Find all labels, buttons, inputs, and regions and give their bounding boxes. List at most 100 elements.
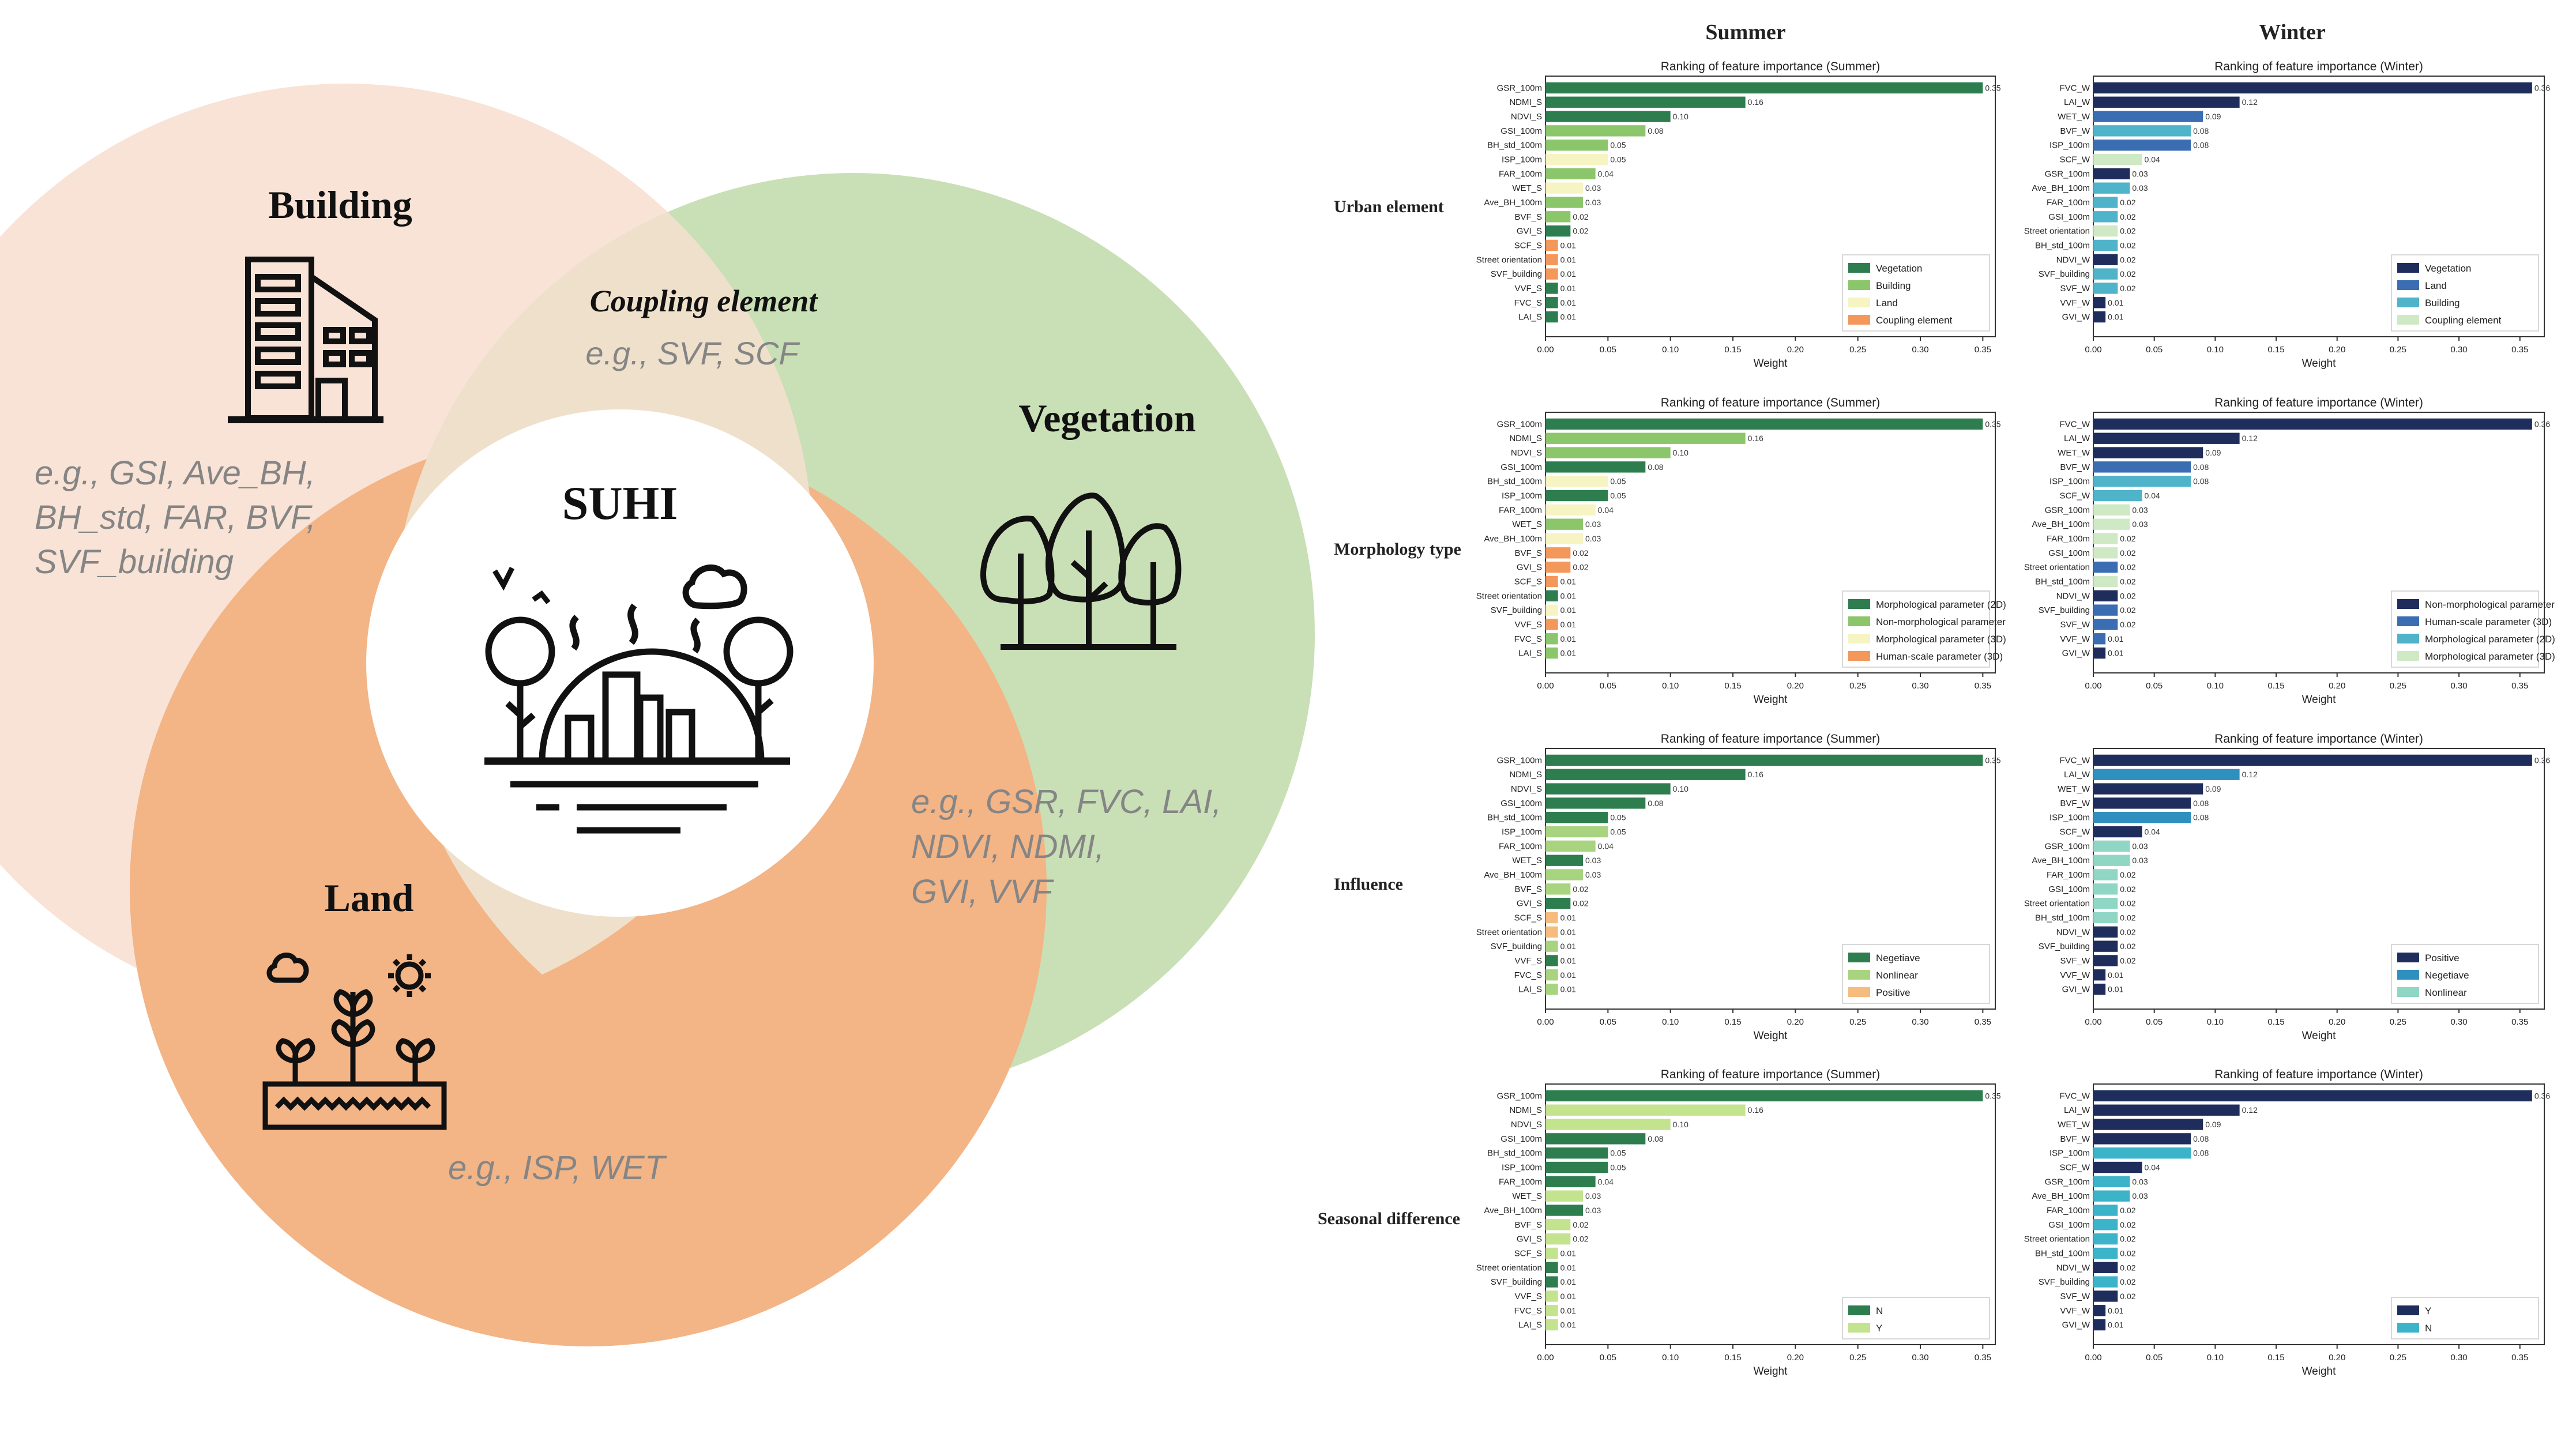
value-label: 0.09 xyxy=(2205,112,2221,121)
x-tick-label: 0.05 xyxy=(2146,1017,2163,1027)
category-label: NDMI_S xyxy=(1509,1105,1542,1115)
value-label: 0.01 xyxy=(1560,255,1576,264)
legend-swatch xyxy=(2397,970,2419,980)
bar-WET_S xyxy=(1545,1190,1583,1202)
x-tick-label: 0.10 xyxy=(2207,1353,2224,1363)
category-label: SVF_building xyxy=(1491,1277,1542,1287)
bar-WET_S xyxy=(1545,518,1583,530)
bar-Ave_BH_100m xyxy=(1545,533,1583,544)
category-label: BVF_S xyxy=(1514,885,1542,894)
legend-entry: Coupling element xyxy=(2425,315,2502,326)
value-label: 0.02 xyxy=(1573,1235,1588,1244)
value-label: 0.12 xyxy=(2242,1105,2258,1115)
value-label: 0.35 xyxy=(1985,83,2000,92)
value-label: 0.02 xyxy=(2120,255,2135,264)
x-tick-label: 0.30 xyxy=(1912,1017,1928,1027)
category-label: SCF_S xyxy=(1514,577,1542,586)
plants-icon xyxy=(262,953,447,1130)
value-label: 0.03 xyxy=(1585,870,1601,879)
bar-NDVI_S xyxy=(1545,111,1671,122)
bar-GVI_W xyxy=(2093,647,2106,659)
value-label: 0.36 xyxy=(2534,755,2550,765)
bar-Street orientation xyxy=(1545,1262,1558,1273)
bar-FVC_W xyxy=(2093,418,2532,430)
value-label: 0.05 xyxy=(1610,1149,1626,1158)
bar-BVF_S xyxy=(1545,211,1571,223)
category-label: Street orientation xyxy=(1476,1263,1542,1273)
x-tick-label: 0.15 xyxy=(1724,345,1741,355)
x-tick-label: 0.10 xyxy=(1662,345,1679,355)
legend-swatch xyxy=(1848,953,1870,962)
category-label: VVF_W xyxy=(2060,634,2090,644)
category-label: WET_S xyxy=(1512,1191,1542,1201)
category-label: BVF_W xyxy=(2060,799,2090,808)
x-tick-label: 0.00 xyxy=(1537,1353,1554,1363)
chart-summer-4: Ranking of feature importance (Summer) GS… xyxy=(1476,732,2001,1042)
value-label: 0.01 xyxy=(1560,298,1576,307)
legend-swatch xyxy=(1848,970,1870,980)
legend-swatch xyxy=(2397,987,2419,997)
category-label: VVF_W xyxy=(2060,1306,2090,1316)
bar-NDVI_W xyxy=(2093,590,2118,601)
bar-BH_std_100m xyxy=(2093,912,2118,924)
category-label: GVI_S xyxy=(1517,899,1542,909)
bar-GVI_S xyxy=(1545,1233,1571,1245)
land-title: Land xyxy=(325,876,414,920)
value-label: 0.08 xyxy=(2193,477,2209,486)
category-label: GSR_100m xyxy=(1497,419,1542,429)
category-label: Street orientation xyxy=(2024,1235,2090,1244)
category-label: Street orientation xyxy=(2024,899,2090,909)
value-label: 0.01 xyxy=(1560,985,1576,994)
bar-Street orientation xyxy=(1545,254,1558,265)
value-label: 0.16 xyxy=(1748,770,1763,779)
category-label: BVF_W xyxy=(2060,126,2090,136)
vegetation-examples-1: e.g., GSR, FVC, LAI, xyxy=(911,783,1221,821)
legend-entry: Morphological parameter (2D) xyxy=(1876,599,2006,610)
value-label: 0.01 xyxy=(1560,1320,1576,1330)
legend-swatch xyxy=(1848,263,1870,273)
x-tick-label: 0.00 xyxy=(2085,1017,2101,1027)
value-label: 0.01 xyxy=(1560,956,1576,965)
x-tick-label: 0.35 xyxy=(2511,1017,2528,1027)
bar-Street orientation xyxy=(2093,225,2118,237)
value-label: 0.16 xyxy=(1748,1105,1763,1115)
bar-BVF_S xyxy=(1545,883,1571,895)
chart-title: Ranking of feature importance (Summer) xyxy=(1661,1068,1881,1081)
x-tick-label: 0.30 xyxy=(1912,345,1928,355)
chart-title: Ranking of feature importance (Summer) xyxy=(1661,60,1881,73)
value-label: 0.03 xyxy=(2132,1191,2148,1201)
value-label: 0.01 xyxy=(1560,634,1576,644)
bar-WET_W xyxy=(2093,1119,2203,1130)
category-label: Street orientation xyxy=(1476,927,1542,937)
category-label: GSI_100m xyxy=(2048,212,2090,222)
venn-diagram: Building Vegetation Land Coupling elemen… xyxy=(0,84,1315,1346)
legend-swatch xyxy=(1848,1305,1870,1315)
legend-entry: Nonlinear xyxy=(1876,970,1918,981)
category-label: GSI_100m xyxy=(2048,1220,2090,1230)
category-label: WET_W xyxy=(2058,112,2090,122)
bar-BH_std_100m xyxy=(1545,812,1608,823)
bar-NDMI_S xyxy=(1545,1104,1746,1116)
bar-NDVI_W xyxy=(2093,926,2118,938)
value-label: 0.05 xyxy=(1610,827,1626,837)
bar-NDVI_S xyxy=(1545,1119,1671,1130)
category-label: BVF_S xyxy=(1514,548,1542,558)
bar-LAI_W xyxy=(2093,769,2240,780)
category-label: SVF_W xyxy=(2060,284,2090,293)
category-label: BVF_W xyxy=(2060,462,2090,472)
bar-FAR_100m xyxy=(2093,869,2118,880)
bar-GVI_S xyxy=(1545,561,1571,573)
bar-WET_S xyxy=(1545,855,1583,866)
value-label: 0.02 xyxy=(2120,620,2135,629)
bar-GSR_100m xyxy=(2093,840,2130,852)
bar-NDVI_S xyxy=(1545,783,1671,795)
category-label: Ave_BH_100m xyxy=(1484,198,1542,208)
bar-SVF_W xyxy=(2093,1290,2118,1302)
category-label: GVI_W xyxy=(2062,649,2090,658)
value-label: 0.04 xyxy=(1598,169,1614,178)
x-tick-label: 0.30 xyxy=(2450,345,2467,355)
x-axis-label: Weight xyxy=(2302,358,2337,370)
value-label: 0.10 xyxy=(1673,112,1688,121)
value-label: 0.03 xyxy=(1585,534,1601,543)
x-tick-label: 0.00 xyxy=(1537,681,1554,691)
